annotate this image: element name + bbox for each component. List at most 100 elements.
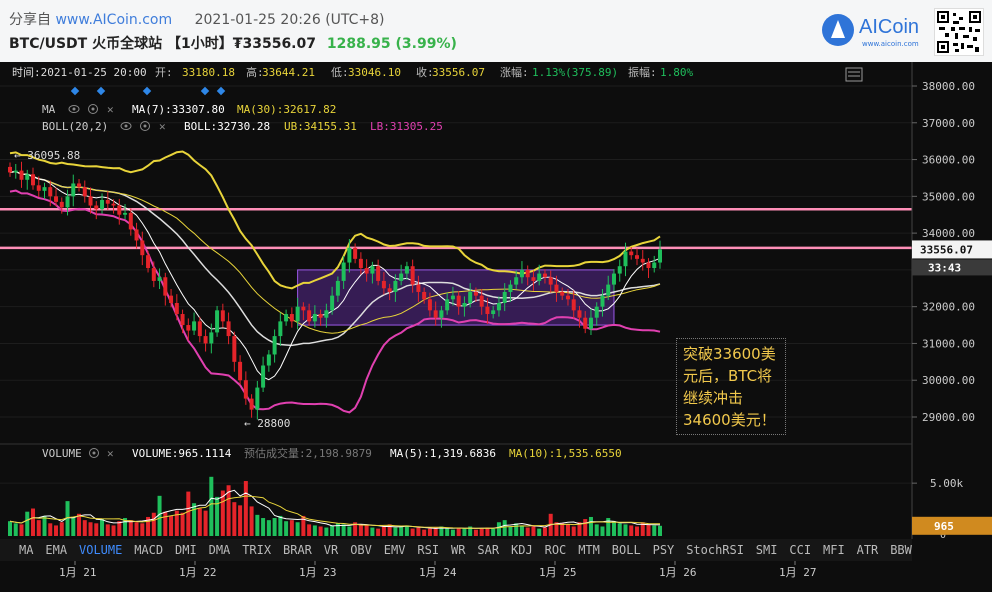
candle-body (307, 310, 312, 322)
indicator-tab-ema[interactable]: EMA (45, 543, 67, 557)
volume-bar (140, 523, 145, 536)
volume-bar (617, 523, 622, 536)
time-tick-label: 1月 23 (299, 566, 337, 579)
price-axis[interactable]: 38000.00 37000.00 36000.00 35000.00 34000.00… (911, 62, 992, 541)
volume-bar (272, 518, 277, 536)
countdown-tag-bg (912, 259, 992, 276)
close-icon[interactable]: ✕ (159, 120, 166, 133)
indicator-tab-brar[interactable]: BRAR (283, 543, 313, 557)
price-tick-label: 31000.00 (922, 337, 975, 350)
candle-body (36, 185, 41, 191)
indicator-tab-sar[interactable]: SAR (477, 543, 499, 557)
indicator-tab-volume[interactable]: VOLUME (79, 543, 122, 557)
candle-body (347, 247, 352, 263)
eye-icon[interactable] (120, 122, 132, 130)
indicator-tab-stochrsi[interactable]: StochRSI (686, 543, 744, 557)
event-marker[interactable] (216, 86, 226, 96)
event-marker[interactable] (142, 86, 152, 96)
candle-body (485, 306, 490, 315)
close-icon[interactable]: ✕ (107, 447, 114, 460)
indicator-tab-cci[interactable]: CCI (789, 543, 811, 557)
candle-body (410, 266, 415, 285)
indicator-tab-atr[interactable]: ATR (857, 543, 879, 557)
indicator-tab-bbw[interactable]: BBW (890, 543, 912, 557)
candle-body (537, 273, 542, 281)
candle-body (427, 299, 432, 311)
indicator-tab-ma[interactable]: MA (19, 543, 34, 557)
volume-bar (111, 525, 116, 536)
volume-bar (537, 528, 542, 536)
volume-bar (376, 528, 381, 536)
candle-body (71, 183, 76, 197)
info-amp: 1.80% (660, 66, 693, 79)
indicator-tab-mfi[interactable]: MFI (823, 543, 845, 557)
indicator-tabs[interactable]: MA EMA VOLUME MACD DMI DMA TRIX BRAR VR OBV EMV RSI… (19, 543, 913, 557)
indicator-tab-boll[interactable]: BOLL (612, 543, 641, 557)
volume-bar (514, 523, 519, 536)
close-icon[interactable]: ✕ (107, 103, 114, 116)
candle-body (565, 295, 570, 300)
volume-bar (151, 512, 156, 536)
candle-body (583, 317, 588, 329)
indicator-tab-emv[interactable]: EMV (384, 543, 406, 557)
info-pct: 1.13%(375.89) (532, 66, 618, 79)
volume-bar (652, 525, 657, 536)
candle-body (266, 354, 271, 366)
candle-body (433, 310, 438, 318)
candle-body (301, 306, 306, 311)
candle-body (548, 277, 553, 285)
time-axis[interactable]: 1月 21 1月 22 1月 23 1月 24 1月 25 1月 26 1月 27 (59, 561, 817, 579)
indicator-tab-trix[interactable]: TRIX (242, 543, 272, 557)
share-label: 分享自 (9, 12, 51, 28)
volume-bar (387, 524, 392, 536)
candle-body (594, 306, 599, 318)
candle-body (232, 336, 237, 362)
indicator-tab-dma[interactable]: DMA (209, 543, 231, 557)
volume-bar (88, 522, 93, 536)
volume-bar (422, 529, 427, 536)
indicator-tab-vr[interactable]: VR (324, 543, 339, 557)
indicator-tab-smi[interactable]: SMI (756, 543, 778, 557)
event-markers[interactable] (70, 86, 226, 96)
event-marker[interactable] (96, 86, 106, 96)
indicator-tab-kdj[interactable]: KDJ (511, 543, 533, 557)
indicator-tab-roc[interactable]: ROC (545, 543, 567, 557)
price-tick-label: 37000.00 (922, 117, 975, 130)
boll-bands (9, 150, 661, 414)
indicator-tab-psy[interactable]: PSY (653, 543, 675, 557)
boll-lower-line (9, 189, 661, 414)
calendar-icon[interactable] (845, 67, 863, 82)
volume-bar (31, 508, 36, 536)
annotation-box[interactable]: 突破33600美元后，BTC将继续冲击34600美元！ (676, 338, 786, 435)
eye-icon[interactable] (68, 105, 80, 113)
ma30-value: MA(30):32617.82 (237, 103, 336, 116)
candle-body (571, 299, 576, 311)
volume-bar (554, 522, 559, 536)
indicator-tab-obv[interactable]: OBV (350, 543, 372, 557)
site-link[interactable]: www.AICoin.com (55, 12, 173, 28)
info-time: 时间:2021-01-25 20:00 (12, 66, 147, 79)
candle-body (629, 251, 634, 256)
event-marker[interactable] (70, 86, 80, 96)
candlestick-chart[interactable]: 38000.00 37000.00 36000.00 35000.00 34000.00… (0, 62, 992, 592)
settings-icon[interactable] (89, 448, 99, 458)
candle-body (358, 258, 363, 269)
candle-body (422, 291, 427, 300)
candle-body (19, 170, 24, 180)
settings-icon[interactable] (140, 121, 150, 131)
volume-bar (370, 527, 375, 536)
indicator-tab-wr[interactable]: WR (451, 543, 466, 557)
chart-panel[interactable]: 38000.00 37000.00 36000.00 35000.00 34000.00… (0, 62, 992, 592)
volume-bar (606, 518, 611, 536)
indicator-tab-rsi[interactable]: RSI (417, 543, 439, 557)
volume-bar (128, 520, 133, 536)
event-marker[interactable] (200, 86, 210, 96)
volume-bar (347, 526, 352, 536)
volume-bar (117, 521, 122, 536)
indicator-tab-mtm[interactable]: MTM (578, 543, 600, 557)
indicator-tab-macd[interactable]: MACD (134, 543, 163, 557)
candle-body (243, 380, 248, 399)
settings-icon[interactable] (88, 104, 98, 114)
indicator-tab-dmi[interactable]: DMI (175, 543, 197, 557)
volume-bar (330, 525, 335, 536)
